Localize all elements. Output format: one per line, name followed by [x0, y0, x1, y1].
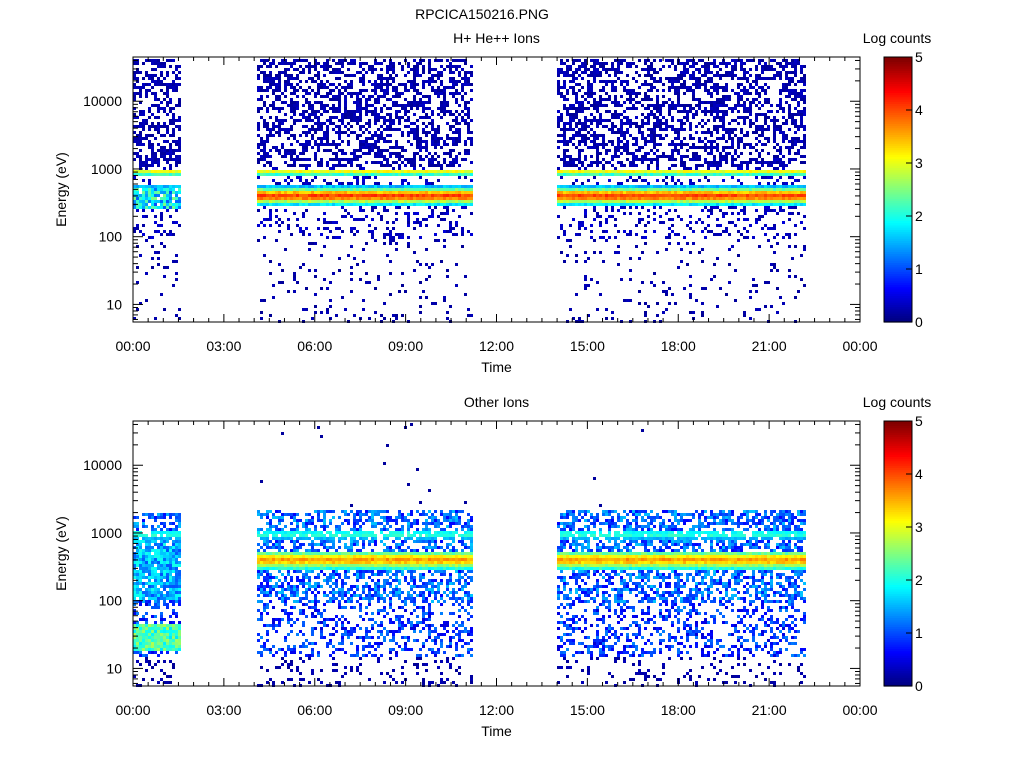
x-tick-label: 15:00	[570, 702, 605, 718]
x-tick-label: 09:00	[388, 702, 423, 718]
spectrogram	[133, 59, 806, 323]
colorbar-label: Log counts	[863, 394, 932, 410]
colorbar-tick-label: 1	[915, 261, 923, 277]
y-axis-label: Energy (eV)	[53, 516, 69, 591]
colorbar-frame	[883, 420, 913, 687]
x-tick-label: 18:00	[661, 338, 696, 354]
colorbar-tick-label: 4	[915, 102, 923, 118]
x-axis-label: Time	[481, 359, 512, 375]
colorbar-tick-label: 1	[915, 625, 923, 641]
colorbar: 0 1 2 3 4 5 Log counts	[863, 30, 932, 330]
y-tick-label: 10000	[83, 93, 122, 109]
panel-h-he-ions: H+ He++ Ions Time Energy (eV) 00:00 03:00 06:…	[53, 30, 931, 375]
x-tick-label: 12:00	[479, 702, 514, 718]
colorbar-frame	[883, 56, 913, 323]
x-tick-label: 03:00	[206, 338, 241, 354]
x-tick-label: 00:00	[115, 338, 150, 354]
x-tick-label: 00:00	[842, 338, 877, 354]
colorbar: 0 1 2 3 4 5 Log counts	[863, 394, 932, 694]
x-tick-label: 09:00	[388, 338, 423, 354]
panel-title: H+ He++ Ions	[453, 30, 540, 46]
colorbar-tick-label: 2	[915, 208, 923, 224]
spectrogram	[133, 423, 806, 687]
colorbar-tick-label: 0	[915, 314, 923, 330]
colorbar-tick-label: 3	[915, 519, 923, 535]
x-tick-label: 15:00	[570, 338, 605, 354]
x-tick-label: 06:00	[297, 702, 332, 718]
figure-title: RPCICA150216.PNG	[415, 6, 549, 22]
y-tick-label: 10	[106, 296, 122, 312]
x-tick-label: 21:00	[752, 338, 787, 354]
y-tick-label: 100	[99, 593, 123, 609]
colorbar-tick-label: 5	[915, 49, 923, 65]
colorbar-tick-label: 2	[915, 572, 923, 588]
x-axis-label: Time	[481, 723, 512, 739]
x-tick-label: 03:00	[206, 702, 241, 718]
x-tick-label: 21:00	[752, 702, 787, 718]
colorbar-tick-label: 3	[915, 155, 923, 171]
x-tick-label: 18:00	[661, 702, 696, 718]
colorbar-label: Log counts	[863, 30, 932, 46]
colorbar-tick-label: 5	[915, 413, 923, 429]
y-tick-label: 100	[99, 229, 123, 245]
y-tick-label: 10000	[83, 457, 122, 473]
y-tick-label: 10	[106, 660, 122, 676]
panel-other-ions: Other Ions Time Energy (eV) 00:00 03:00 06:00…	[53, 394, 931, 739]
colorbar-tick-label: 0	[915, 678, 923, 694]
x-tick-label: 00:00	[842, 702, 877, 718]
x-tick-label: 00:00	[115, 702, 150, 718]
colorbar-tick-label: 4	[915, 466, 923, 482]
x-tick-label: 12:00	[479, 338, 514, 354]
x-tick-label: 06:00	[297, 338, 332, 354]
panel-title: Other Ions	[464, 394, 529, 410]
y-tick-label: 1000	[91, 525, 122, 541]
y-tick-label: 1000	[91, 161, 122, 177]
y-axis-label: Energy (eV)	[53, 152, 69, 227]
